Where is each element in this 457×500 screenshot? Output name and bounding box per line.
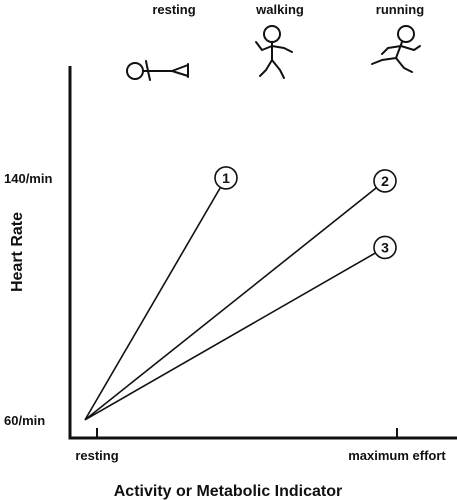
activity-label-resting: resting — [152, 2, 195, 17]
x-axis-title: Activity or Metabolic Indicator — [114, 483, 342, 500]
axes — [68, 66, 457, 440]
series-label-3: 3 — [381, 239, 389, 255]
series-line-3 — [84, 252, 376, 421]
activity-label-running: running — [376, 2, 424, 17]
y-tick-label: 60/min — [4, 413, 45, 428]
x-tick-label: resting — [75, 448, 118, 463]
x-tick-label: maximum effort — [348, 448, 446, 463]
series-label-1: 1 — [222, 170, 230, 186]
activity-icons — [126, 25, 421, 81]
walking-person-icon — [255, 25, 293, 79]
series-marker-3 — [373, 235, 397, 260]
y-tick-label: 140/min — [4, 171, 52, 186]
activity-label-walking: walking — [255, 2, 304, 17]
series-marker-1 — [214, 166, 238, 190]
series-3: 3 — [84, 235, 397, 421]
y-axis-title: Heart Rate — [9, 212, 26, 292]
series-line-2 — [84, 187, 377, 421]
series-2: 2 — [84, 169, 397, 421]
series-label-2: 2 — [381, 173, 389, 189]
series-marker-2 — [373, 169, 397, 193]
resting-person-icon — [126, 60, 189, 81]
series-1: 1 — [84, 166, 238, 421]
running-person-icon — [371, 25, 421, 73]
series-line-1 — [84, 187, 222, 421]
